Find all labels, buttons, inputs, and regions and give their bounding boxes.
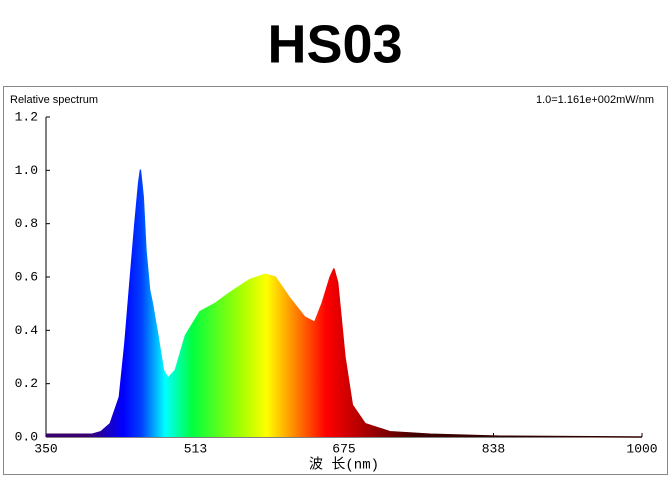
area-fill: [46, 170, 642, 438]
y-tick-label: 1.2: [15, 109, 38, 124]
annotation: 1.0=1.161e+002mW/nm: [536, 94, 654, 106]
chart-title: HS03: [267, 14, 402, 74]
x-tick-label: 350: [34, 441, 57, 456]
y-tick-label: 0.4: [15, 323, 39, 338]
y-tick-label: 0.6: [15, 269, 38, 284]
subtitle: Relative spectrum: [10, 94, 98, 106]
y-tick-label: 1.0: [15, 163, 38, 178]
y-tick-label: 0.0: [15, 429, 38, 444]
x-tick-label: 513: [184, 441, 207, 456]
x-tick-label: 675: [332, 441, 355, 456]
spectrum-line: [46, 169, 643, 438]
y-tick-label: 0.8: [15, 216, 38, 231]
x-axis-label: 波 长(nm): [309, 457, 379, 474]
x-tick-label: 1000: [626, 441, 657, 456]
y-tick-label: 0.2: [15, 376, 38, 391]
x-tick-label: 838: [482, 441, 505, 456]
frame: [3, 86, 668, 475]
